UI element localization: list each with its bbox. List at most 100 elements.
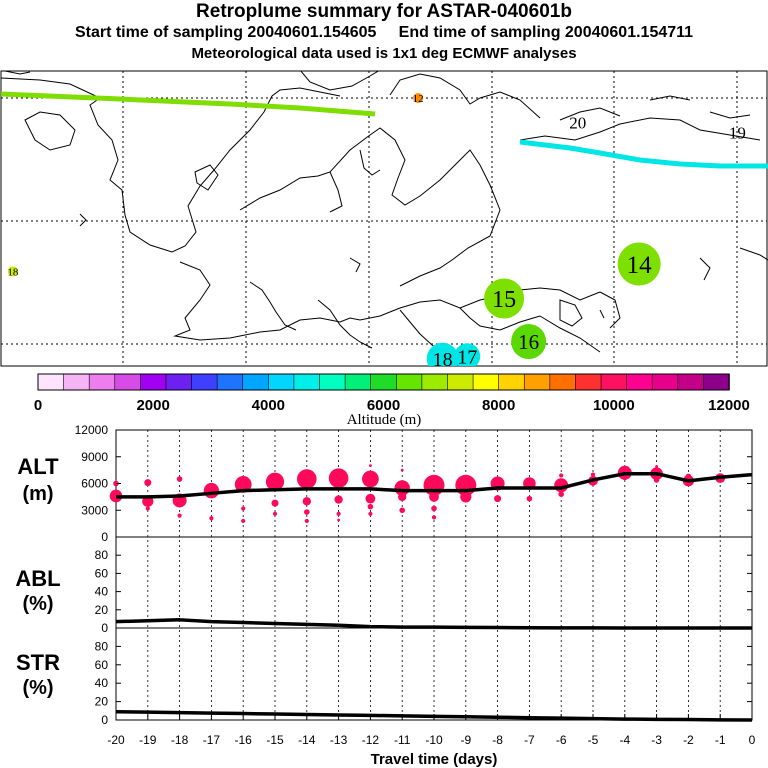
str-ytick-label: 0	[101, 713, 108, 727]
xtick-label: -10	[425, 733, 443, 747]
abl-series-line	[115, 618, 752, 630]
alt-ytick-label: 9000	[81, 450, 108, 464]
abl-ytick-label: 40	[95, 585, 109, 599]
trajectory-cyan	[519, 139, 768, 169]
alt-marker	[431, 505, 437, 512]
colorbar-cell-18	[498, 373, 526, 391]
colorbar-cell-13	[370, 373, 398, 391]
alt-marker	[494, 495, 502, 503]
abl-ytick-label: 60	[95, 566, 109, 580]
alt-marker	[429, 491, 439, 502]
alt-marker	[336, 511, 341, 516]
alt-marker	[144, 479, 152, 487]
colorbar-cell-23	[626, 373, 654, 391]
colorbar-cell-19	[523, 373, 551, 391]
colorbar-cell-25	[677, 373, 705, 391]
str-label: STR	[16, 650, 60, 675]
abl-ytick-label: 0	[101, 621, 108, 635]
map-marker-label-4: 19	[729, 123, 746, 142]
colorbar-cell-11	[319, 373, 346, 391]
xtick-label: 0	[749, 733, 756, 747]
alt-ytick-label: 6000	[81, 477, 108, 491]
alt-marker	[265, 472, 285, 491]
alt-marker	[365, 493, 376, 504]
alt-marker	[176, 476, 183, 482]
meteorological-data-subtitle: Meteorological data used is 1x1 deg ECMW…	[191, 45, 577, 62]
xtick-label: -11	[394, 733, 411, 747]
alt-marker	[241, 506, 246, 511]
xtick-label: -7	[524, 733, 535, 747]
y-ticks: 0 3000 6000 9000 12000 0 20 40 60 80 0 20 40 60 80	[75, 423, 752, 727]
colorbar-cell-26	[703, 373, 730, 391]
alt-marker	[297, 469, 317, 489]
xtick-label: -18	[171, 733, 189, 747]
str-ytick-label: 40	[95, 676, 109, 690]
alt-marker	[460, 491, 472, 503]
map-gridlines	[1, 71, 767, 366]
colorbar-cell-14	[395, 373, 423, 391]
colorbar-tick-6: 12000	[708, 397, 750, 414]
map-marker-dot-10	[617, 242, 661, 286]
alt-marker	[145, 506, 150, 511]
x-ticks: -20 -19 -18 -17 -16 -15 -14 -13 -12 -11 -10 -9 -8 -7-…	[107, 714, 756, 747]
xtick-label: -9	[460, 733, 471, 747]
xtick-label: -13	[330, 733, 348, 747]
alt-ytick-label: 3000	[81, 503, 108, 517]
colorbar-cell-1	[63, 373, 90, 391]
alt-marker	[368, 511, 373, 516]
xtick-label: -4	[619, 733, 630, 747]
map-marker-label-10: 14	[627, 252, 653, 279]
alt-marker	[399, 507, 406, 514]
map-panel: 1012132019181716131214201516181720191816…	[0, 7, 768, 371]
alt-marker	[337, 518, 340, 522]
alt-marker	[304, 509, 310, 515]
colorbar-cell-17	[472, 373, 500, 391]
alt-marker	[234, 475, 252, 493]
x-axis-label: Travel time (days)	[371, 751, 498, 768]
alt-marker	[398, 492, 407, 502]
colorbar-cell-6	[191, 373, 218, 391]
map-marker-label-14: 18	[433, 349, 453, 371]
alt-marker	[271, 499, 279, 507]
map-marker-label-0: 10	[548, 7, 560, 19]
colorbar-tick-4: 8000	[482, 397, 515, 414]
map-marker-label-21: 18	[7, 266, 19, 278]
colorbar-cell-10	[293, 373, 321, 391]
abl-ytick-label: 80	[95, 548, 109, 562]
colorbar-cell-0	[37, 373, 65, 391]
altitude-colorbar: 0 2000 4000 6000 8000 10000 12000 Altitude (m)	[34, 373, 750, 428]
colorbar-cell-22	[600, 373, 628, 391]
map-marker-dot-0	[550, 9, 556, 15]
trajectory-lime	[1, 91, 376, 117]
map-frame	[0, 70, 768, 367]
map-marker-label-1: 12	[413, 93, 424, 105]
str-unit: (%)	[22, 677, 53, 699]
alt-marker	[655, 465, 658, 468]
alt-marker	[241, 518, 246, 524]
map-marker-dot-1	[413, 93, 424, 103]
abl-ytick-label: 20	[95, 603, 109, 617]
plume-day-markers: 1012132019181716131214201516181720191816…	[7, 7, 746, 371]
alt-marker	[431, 515, 437, 520]
colorbar-cell-9	[268, 373, 295, 391]
alt-marker	[653, 477, 660, 483]
map-marker-dot-13	[511, 324, 547, 360]
map-marker-dot-15	[454, 343, 481, 366]
xtick-label: -20	[107, 733, 125, 747]
map-marker-dot-14	[426, 342, 459, 366]
alt-series-line	[116, 471, 753, 499]
map-marker-dot-12	[484, 278, 525, 319]
alt-marker	[622, 476, 627, 481]
colorbar-label: Altitude (m)	[347, 412, 422, 428]
xtick-label: -16	[235, 733, 253, 747]
colorbar-frame	[37, 373, 730, 391]
alt-marker	[209, 516, 214, 521]
map-marker-label-13: 16	[518, 330, 539, 354]
xtick-label: -8	[492, 733, 503, 747]
colorbar-cell-24	[651, 373, 679, 391]
alt-marker	[685, 473, 692, 480]
xtick-label: -3	[651, 733, 662, 747]
colorbar-tick-5: 10000	[593, 397, 635, 414]
alt-marker	[369, 464, 372, 468]
colorbar-tick-0: 0	[34, 397, 42, 414]
